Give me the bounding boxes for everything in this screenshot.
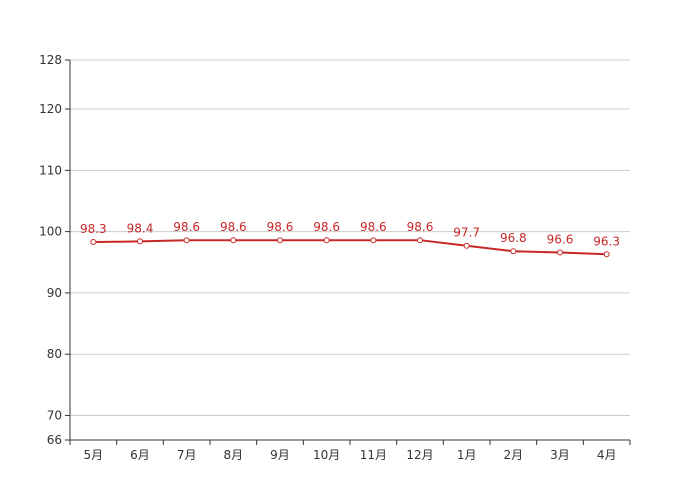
data-point	[558, 250, 563, 255]
data-point	[231, 238, 236, 243]
data-label: 98.6	[173, 220, 200, 234]
y-tick-label: 66	[47, 433, 62, 447]
data-point	[464, 243, 469, 248]
data-point	[418, 238, 423, 243]
x-tick-label: 11月	[360, 448, 387, 462]
data-label: 98.4	[127, 221, 154, 235]
data-label: 98.6	[220, 220, 247, 234]
data-label: 97.7	[453, 226, 480, 240]
data-point	[184, 238, 189, 243]
data-point	[604, 252, 609, 257]
data-label: 96.8	[500, 231, 527, 245]
x-tick-label: 9月	[270, 448, 290, 462]
x-tick-label: 4月	[597, 448, 617, 462]
axes: 66 70 80 90 100 110 120 128 5月 6月 7月 8月 9月 10月 11月 12月 1…	[39, 53, 630, 462]
x-tick-label: 2月	[504, 448, 524, 462]
series-line	[93, 240, 606, 254]
x-tick-label: 7月	[177, 448, 197, 462]
x-tick-label: 8月	[224, 448, 244, 462]
y-tick-label: 90	[47, 286, 62, 300]
data-labels: 98.3 98.4 98.6 98.6 98.6 98.6 98.6 98.6 97.7 96.8…	[80, 220, 620, 248]
data-label: 96.6	[547, 232, 574, 246]
data-label: 98.3	[80, 222, 107, 236]
data-point	[371, 238, 376, 243]
y-tick-label: 80	[47, 347, 62, 361]
data-label: 98.6	[407, 220, 434, 234]
x-tick-label: 6月	[130, 448, 150, 462]
data-point	[511, 249, 516, 254]
y-tick-label: 120	[39, 102, 62, 116]
x-tick-label: 12月	[406, 448, 433, 462]
data-point	[138, 239, 143, 244]
y-tick-label: 100	[39, 225, 62, 239]
data-point	[278, 238, 283, 243]
data-label: 98.6	[313, 220, 340, 234]
data-label: 98.6	[360, 220, 387, 234]
series	[91, 238, 609, 257]
data-label: 98.6	[267, 220, 294, 234]
x-tick-label: 3月	[550, 448, 570, 462]
x-tick-label: 10月	[313, 448, 340, 462]
y-tick-label: 70	[47, 408, 62, 422]
data-point	[91, 240, 96, 245]
x-tick-label: 5月	[84, 448, 104, 462]
x-tick-label: 1月	[457, 448, 477, 462]
data-label: 96.3	[593, 234, 620, 248]
data-point	[324, 238, 329, 243]
y-tick-label: 110	[39, 163, 62, 177]
y-tick-label: 128	[39, 53, 62, 67]
